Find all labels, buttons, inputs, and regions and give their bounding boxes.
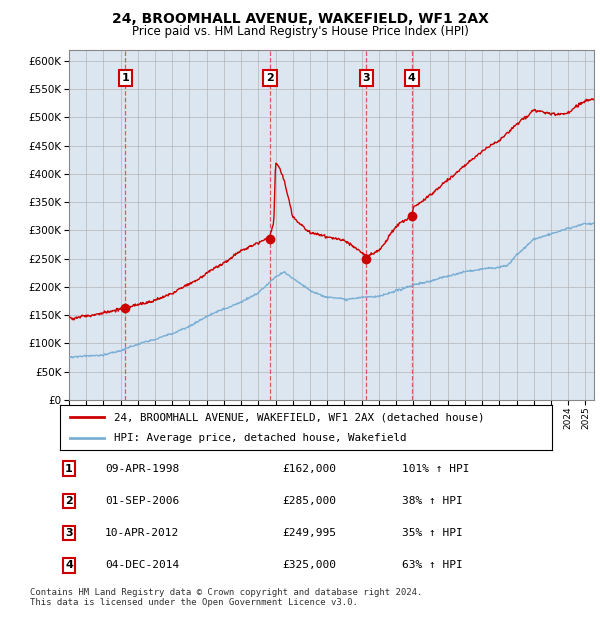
Text: £325,000: £325,000 — [282, 560, 336, 570]
Text: Price paid vs. HM Land Registry's House Price Index (HPI): Price paid vs. HM Land Registry's House … — [131, 25, 469, 38]
Text: 35% ↑ HPI: 35% ↑ HPI — [402, 528, 463, 538]
Text: 1: 1 — [65, 464, 73, 474]
Text: £285,000: £285,000 — [282, 496, 336, 506]
Text: £249,995: £249,995 — [282, 528, 336, 538]
Text: 2: 2 — [65, 496, 73, 506]
Text: 38% ↑ HPI: 38% ↑ HPI — [402, 496, 463, 506]
Text: 4: 4 — [65, 560, 73, 570]
Text: Contains HM Land Registry data © Crown copyright and database right 2024.
This d: Contains HM Land Registry data © Crown c… — [30, 588, 422, 608]
Text: 101% ↑ HPI: 101% ↑ HPI — [402, 464, 470, 474]
Text: 3: 3 — [65, 528, 73, 538]
Text: 24, BROOMHALL AVENUE, WAKEFIELD, WF1 2AX (detached house): 24, BROOMHALL AVENUE, WAKEFIELD, WF1 2AX… — [114, 412, 485, 422]
Text: 4: 4 — [408, 73, 416, 83]
Text: HPI: Average price, detached house, Wakefield: HPI: Average price, detached house, Wake… — [114, 433, 407, 443]
Text: 09-APR-1998: 09-APR-1998 — [105, 464, 179, 474]
Text: 10-APR-2012: 10-APR-2012 — [105, 528, 179, 538]
Text: 1: 1 — [121, 73, 129, 83]
Text: 3: 3 — [362, 73, 370, 83]
Text: 63% ↑ HPI: 63% ↑ HPI — [402, 560, 463, 570]
Text: 04-DEC-2014: 04-DEC-2014 — [105, 560, 179, 570]
Text: 01-SEP-2006: 01-SEP-2006 — [105, 496, 179, 506]
Text: 2: 2 — [266, 73, 274, 83]
Text: £162,000: £162,000 — [282, 464, 336, 474]
Text: 24, BROOMHALL AVENUE, WAKEFIELD, WF1 2AX: 24, BROOMHALL AVENUE, WAKEFIELD, WF1 2AX — [112, 12, 488, 27]
